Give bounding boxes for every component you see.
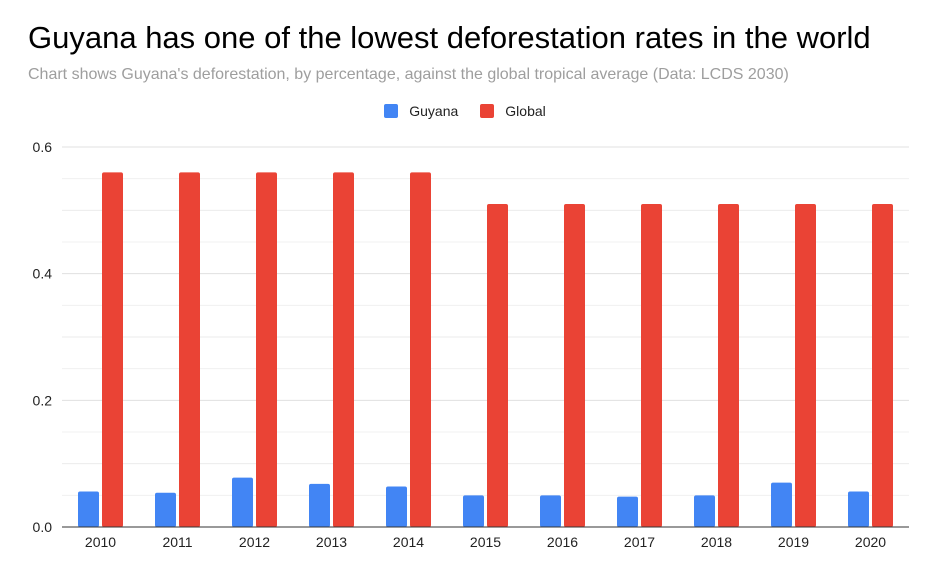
chart-subtitle: Chart shows Guyana's deforestation, by p… xyxy=(28,66,789,83)
legend-item-guyana: Guyana xyxy=(384,103,458,119)
chart-legend: Guyana Global xyxy=(0,103,930,119)
bar-guyana-2013 xyxy=(309,483,330,527)
bar-guyana-2014 xyxy=(386,486,407,527)
x-tick-label: 2010 xyxy=(85,534,116,550)
x-tick-label: 2020 xyxy=(855,534,886,550)
bar-global-2016 xyxy=(564,204,585,527)
bar-global-2019 xyxy=(795,204,816,527)
y-tick-label: 0.4 xyxy=(33,266,53,282)
x-tick-label: 2017 xyxy=(624,534,655,550)
bar-global-2018 xyxy=(718,204,739,527)
bar-global-2014 xyxy=(410,172,431,528)
bar-guyana-2019 xyxy=(771,482,792,527)
bar-guyana-2018 xyxy=(694,495,715,527)
x-tick-label: 2015 xyxy=(470,534,501,550)
x-tick-label: 2016 xyxy=(547,534,578,550)
x-tick-label: 2012 xyxy=(239,534,270,550)
x-tick-label: 2011 xyxy=(162,534,192,550)
legend-label-global: Global xyxy=(505,103,546,119)
x-tick-label: 2019 xyxy=(778,534,809,550)
chart-title: Guyana has one of the lowest deforestati… xyxy=(28,20,871,55)
bar-guyana-2015 xyxy=(463,495,484,527)
y-tick-label: 0.6 xyxy=(33,139,53,155)
legend-swatch-guyana xyxy=(384,104,399,118)
legend-swatch-global xyxy=(480,104,495,118)
x-tick-label: 2013 xyxy=(316,534,347,550)
bar-guyana-2010 xyxy=(78,491,99,527)
bar-guyana-2011 xyxy=(155,492,176,527)
bar-guyana-2012 xyxy=(232,477,253,527)
bar-guyana-2017 xyxy=(617,496,638,527)
y-tick-label: 0.0 xyxy=(33,519,53,535)
legend-label-guyana: Guyana xyxy=(409,103,459,119)
bar-global-2011 xyxy=(179,172,200,528)
bar-global-2020 xyxy=(872,204,893,527)
x-tick-label: 2014 xyxy=(393,534,424,550)
bar-global-2012 xyxy=(256,172,277,528)
bar-global-2013 xyxy=(333,172,354,528)
bar-global-2015 xyxy=(487,204,508,527)
bar-global-2010 xyxy=(102,172,123,528)
bar-global-2017 xyxy=(641,204,662,527)
bar-guyana-2020 xyxy=(848,491,869,527)
bar-guyana-2016 xyxy=(540,495,561,527)
legend-item-global: Global xyxy=(480,103,546,119)
x-tick-label: 2018 xyxy=(701,534,732,550)
y-tick-label: 0.2 xyxy=(33,392,53,408)
